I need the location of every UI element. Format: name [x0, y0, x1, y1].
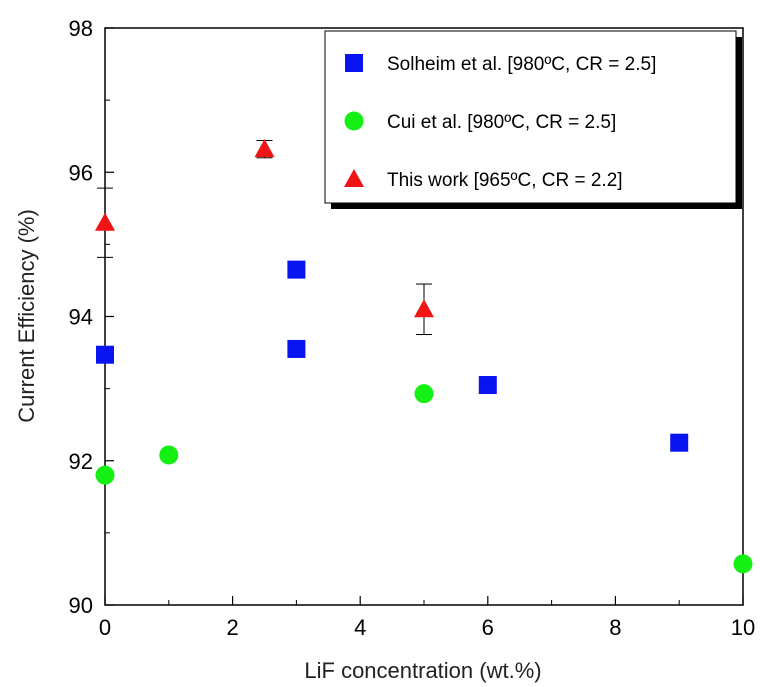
y-tick-label: 98	[69, 16, 93, 41]
data-markers	[95, 139, 753, 574]
y-axis: 90 92 94 96 98	[69, 16, 114, 618]
square-marker	[670, 433, 689, 452]
circle-marker	[159, 445, 179, 465]
y-tick-label: 94	[69, 305, 93, 330]
x-axis-label: LiF concentration (wt.%)	[304, 658, 541, 683]
x-tick-label: 4	[354, 615, 366, 640]
circle-marker	[733, 554, 753, 574]
legend: Solheim et al. [980ºC, CR = 2.5] Cui et a…	[324, 30, 742, 209]
triangle-marker	[95, 212, 115, 231]
y-tick-label: 96	[69, 160, 93, 185]
y-axis-label: Current Efficiency (%)	[14, 209, 39, 423]
legend-circle-marker	[344, 111, 364, 131]
triangle-marker	[414, 299, 434, 318]
x-tick-label: 6	[482, 615, 494, 640]
triangle-marker	[254, 139, 275, 158]
x-tick-label: 2	[226, 615, 238, 640]
circle-marker	[95, 465, 115, 485]
legend-entry-label: Solheim et al. [980ºC, CR = 2.5]	[387, 54, 656, 75]
y-tick-label: 90	[69, 593, 93, 618]
y-tick-label: 92	[69, 449, 93, 474]
square-marker	[96, 345, 114, 364]
square-marker	[478, 376, 497, 395]
x-axis: 0 2 4 6 8 10	[99, 596, 755, 640]
square-marker	[287, 260, 306, 279]
legend-entry-label: Cui et al. [980ºC, CR = 2.5]	[387, 112, 616, 133]
x-tick-label: 10	[731, 615, 755, 640]
legend-entry-label: This work [965ºC, CR = 2.2]	[387, 170, 623, 191]
x-tick-label: 0	[99, 615, 111, 640]
legend-square-marker	[345, 54, 363, 72]
square-marker	[287, 339, 306, 358]
legend-triangle-marker	[344, 169, 364, 187]
circle-marker	[414, 384, 434, 404]
legend-box	[324, 30, 737, 204]
x-tick-label: 8	[609, 615, 621, 640]
